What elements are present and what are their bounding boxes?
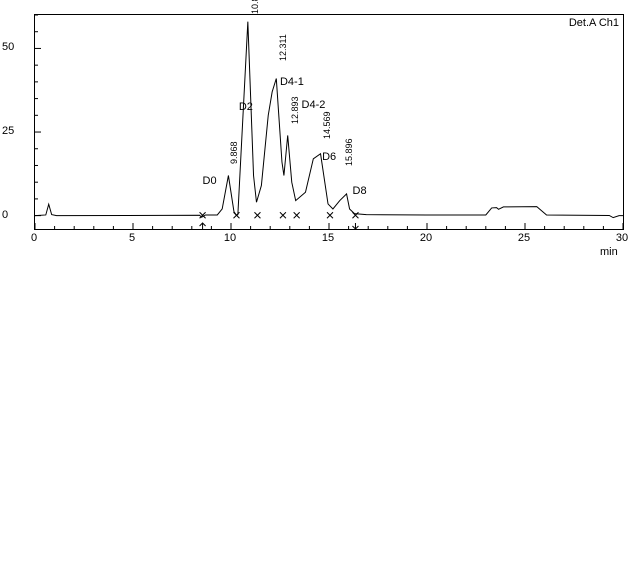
x-tick: 5 <box>129 232 135 244</box>
x-tick: 10 <box>224 232 236 244</box>
y-tick: 50 <box>2 41 30 53</box>
x-tick-labels: 051015202530 <box>34 232 622 248</box>
peak-name: D6 <box>322 151 336 163</box>
x-tick: 30 <box>616 232 628 244</box>
peak-name: D4-1 <box>280 76 304 88</box>
x-tick: 20 <box>420 232 432 244</box>
y-tick-labels: 0 25 50 <box>0 14 30 228</box>
x-axis-unit: min <box>600 246 618 258</box>
y-tick: 0 <box>2 209 30 221</box>
peak-retention-time: 12.893 <box>290 97 300 125</box>
peak-name: D4-2 <box>302 99 326 111</box>
y-tick: 25 <box>2 125 30 137</box>
x-tick: 15 <box>322 232 334 244</box>
peak-labels: 9.868D010.859D212.311D4-112.893D4-214.56… <box>34 14 622 228</box>
peak-name: D8 <box>353 185 367 197</box>
peak-name: D2 <box>239 101 253 113</box>
peak-name: D0 <box>203 175 217 187</box>
peak-retention-time: 9.868 <box>229 142 239 165</box>
x-tick: 0 <box>31 232 37 244</box>
peak-retention-time: 14.569 <box>322 112 332 140</box>
peak-retention-time: 10.859 <box>250 0 260 14</box>
peak-retention-time: 15.896 <box>344 139 354 167</box>
x-tick: 25 <box>518 232 530 244</box>
peak-retention-time: 12.311 <box>278 34 288 61</box>
